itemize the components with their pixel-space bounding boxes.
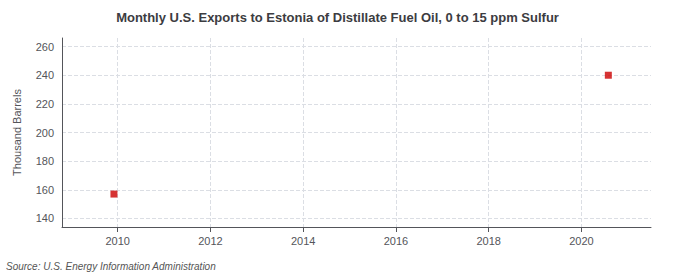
svg-text:160: 160 [36,184,54,196]
svg-text:220: 220 [36,98,54,110]
svg-text:260: 260 [36,41,54,53]
svg-text:200: 200 [36,127,54,139]
svg-text:2016: 2016 [384,235,408,247]
svg-text:Source: U.S. Energy Informatio: Source: U.S. Energy Information Administ… [6,261,216,272]
svg-text:2010: 2010 [105,235,129,247]
svg-text:2018: 2018 [476,235,500,247]
svg-text:180: 180 [36,155,54,167]
svg-text:2020: 2020 [569,235,593,247]
svg-text:240: 240 [36,69,54,81]
svg-text:2014: 2014 [291,235,315,247]
svg-text:Monthly U.S. Exports to Estoni: Monthly U.S. Exports to Estonia of Disti… [116,10,559,25]
svg-text:2012: 2012 [198,235,222,247]
svg-text:Thousand Barrels: Thousand Barrels [11,89,23,176]
svg-text:140: 140 [36,212,54,224]
